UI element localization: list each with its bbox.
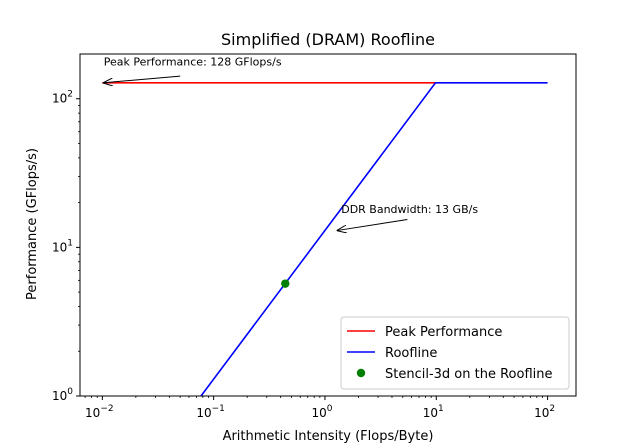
annotation-text-0: Peak Performance: 128 GFlops/s [104,55,282,68]
annotation-arrow-1 [338,219,408,230]
annotation-text-1: DDR Bandwidth: 13 GB/s [341,203,478,216]
x-tick-label-3: 101 [423,404,444,420]
series-line-1 [200,82,548,397]
x-axis-label: Arithmetic Intensity (Flops/Byte) [223,429,434,444]
x-tick-label-2: 100 [311,404,332,420]
legend-swatch-2 [356,368,366,378]
legend-box [340,316,570,390]
series-point-2-0 [281,279,290,288]
x-tick-label-1: 10−1 [196,404,225,420]
y-tick-label-1: 101 [52,238,73,254]
annotation-arrow-0 [104,75,181,83]
series-layer [102,82,548,397]
legend-label-1: Roofline [385,346,437,361]
y-tick-label-0: 100 [52,387,73,403]
legend: Peak Performance Roofline Stencil-3d on th… [340,316,570,390]
legend-label-2: Stencil-3d on the Roofline [385,367,553,382]
legend-label-0: Peak Performance [385,325,502,340]
plot-frame [79,53,577,397]
x-tick-label-0: 10−2 [85,404,114,420]
y-axis-label: Performance (GFlops/s) [25,148,40,300]
y-tick-label-2: 102 [52,90,73,106]
annotations: Peak Performance: 128 GFlops/s DDR Bandwi… [104,55,478,230]
x-tick-label-4: 102 [534,404,555,420]
chart-title: Simplified (DRAM) Roofline [221,30,435,49]
